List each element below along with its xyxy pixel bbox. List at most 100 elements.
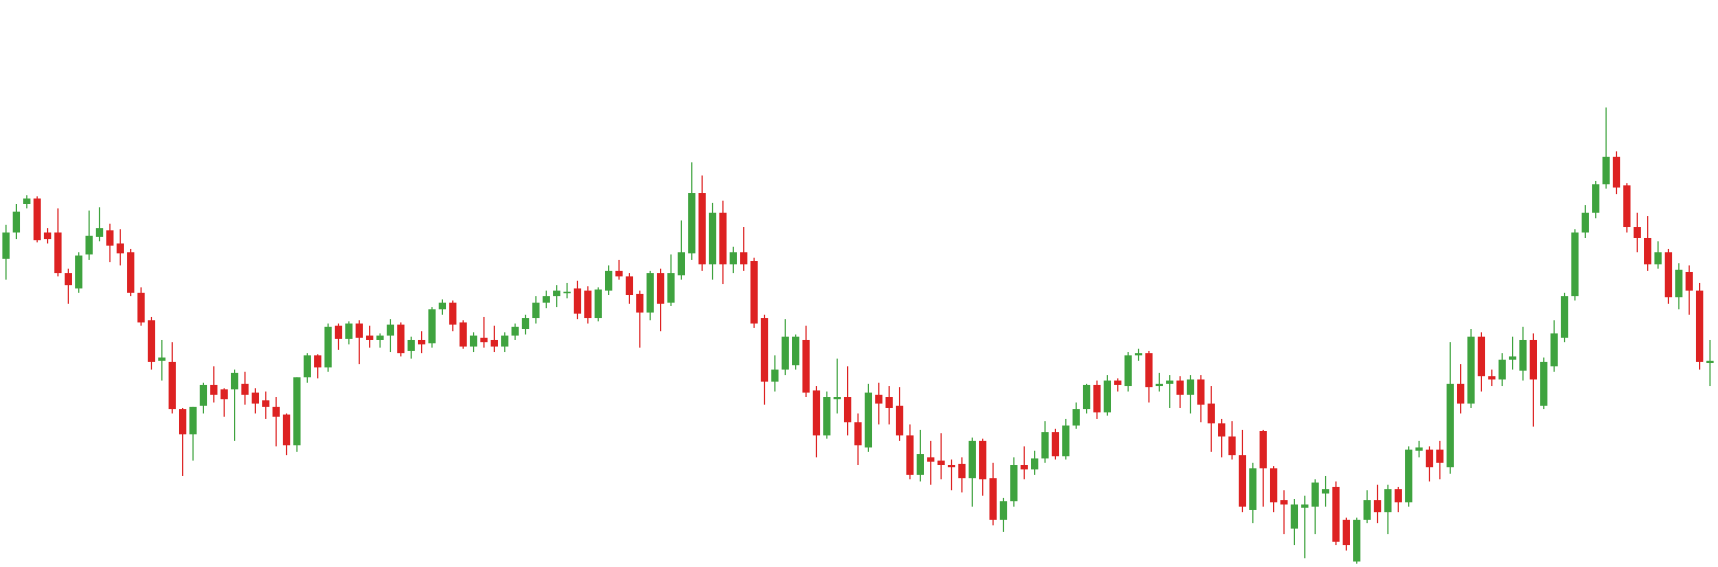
- candle-body: [885, 397, 893, 408]
- candle-body: [916, 454, 924, 475]
- candle-body: [1238, 455, 1247, 507]
- candle-body: [1186, 379, 1195, 395]
- candle-body: [1290, 504, 1299, 529]
- candle-body: [345, 323, 353, 339]
- candle-body: [210, 384, 218, 395]
- candle-body: [927, 457, 935, 462]
- candle-body: [895, 405, 904, 436]
- candle-body: [968, 440, 976, 479]
- candle-body: [417, 339, 426, 345]
- candle-body: [615, 270, 623, 277]
- candle-body: [708, 212, 717, 265]
- candle-body: [1560, 296, 1569, 338]
- candle-body: [1197, 379, 1205, 405]
- candle-body: [459, 322, 467, 347]
- candle-body: [1384, 489, 1392, 513]
- candle-body: [729, 252, 737, 265]
- candle-body: [1592, 184, 1600, 213]
- candle-body: [376, 335, 384, 340]
- candle-body: [116, 243, 124, 254]
- candle-body: [1664, 252, 1673, 298]
- candle-body: [75, 255, 83, 289]
- candle-body: [1498, 359, 1506, 380]
- candle-body: [1342, 519, 1350, 546]
- candle-body: [1166, 380, 1174, 384]
- candle-body: [584, 290, 592, 319]
- candle-body: [1695, 290, 1704, 362]
- candle-body: [1155, 383, 1163, 387]
- candle-body: [501, 335, 509, 347]
- candle-body: [428, 309, 436, 344]
- candle-body: [1467, 336, 1475, 404]
- candle-body: [1529, 339, 1538, 380]
- candle-body: [1010, 465, 1018, 502]
- candle-body: [1114, 380, 1122, 385]
- candle-body: [667, 273, 675, 303]
- candle-body: [1540, 361, 1548, 406]
- candle-body: [199, 384, 208, 406]
- candle-body: [137, 292, 145, 323]
- candle-body: [106, 230, 114, 246]
- candle-body: [792, 336, 800, 366]
- candle-body: [594, 289, 602, 319]
- candle-body: [833, 397, 841, 400]
- candle-body: [43, 232, 52, 240]
- candle-body: [1228, 436, 1236, 456]
- candle-body: [542, 296, 550, 303]
- candle-body: [1519, 339, 1527, 371]
- candle-body: [272, 406, 280, 417]
- candle-body: [1581, 212, 1589, 233]
- candle-body: [1456, 383, 1465, 404]
- candle-body: [1602, 156, 1610, 185]
- candle-body: [490, 339, 498, 347]
- candle-body: [1436, 449, 1444, 463]
- candle-body: [1020, 465, 1028, 470]
- candle-body: [230, 372, 239, 390]
- candle-body: [1280, 500, 1288, 505]
- candle-body: [854, 422, 862, 446]
- candle-body: [1249, 468, 1257, 510]
- candle-body: [1425, 449, 1434, 468]
- candle-body: [469, 335, 478, 347]
- candle-body: [168, 361, 176, 410]
- candle-body: [1176, 380, 1184, 395]
- candle-body: [303, 355, 311, 378]
- candle-body: [979, 440, 987, 480]
- candle-body: [625, 276, 634, 296]
- candle-body: [314, 355, 322, 368]
- candle-body: [1207, 403, 1215, 424]
- candle-body: [1321, 489, 1330, 494]
- candle-body: [282, 414, 291, 446]
- candle-body: [1124, 355, 1132, 387]
- candle-body: [33, 198, 41, 241]
- candle-body: [1103, 380, 1112, 413]
- candle-body: [1654, 252, 1662, 265]
- candle-body: [1550, 333, 1558, 367]
- candle-body: [823, 397, 831, 436]
- candle-body: [1363, 500, 1371, 520]
- candle-body: [293, 377, 301, 446]
- candle-body: [843, 397, 852, 423]
- candle-body: [1030, 458, 1039, 470]
- candle-body: [1477, 336, 1486, 377]
- candle-body: [1675, 269, 1683, 298]
- candle-body: [999, 501, 1008, 520]
- candle-body: [1612, 156, 1621, 188]
- candle-body: [532, 302, 540, 319]
- candle-body: [147, 320, 156, 362]
- candle-body: [127, 252, 135, 293]
- candle-body: [760, 318, 769, 382]
- candle-body: [553, 290, 561, 297]
- candle-body: [802, 339, 810, 393]
- candle-body: [1134, 353, 1143, 356]
- candle-body: [864, 392, 873, 448]
- candle-body: [54, 232, 62, 274]
- candle-body: [1041, 432, 1049, 459]
- candle-body: [947, 465, 956, 468]
- candle-body: [407, 339, 415, 351]
- candle-body: [1062, 425, 1070, 457]
- candle-body: [604, 270, 613, 291]
- candle-body: [12, 211, 21, 233]
